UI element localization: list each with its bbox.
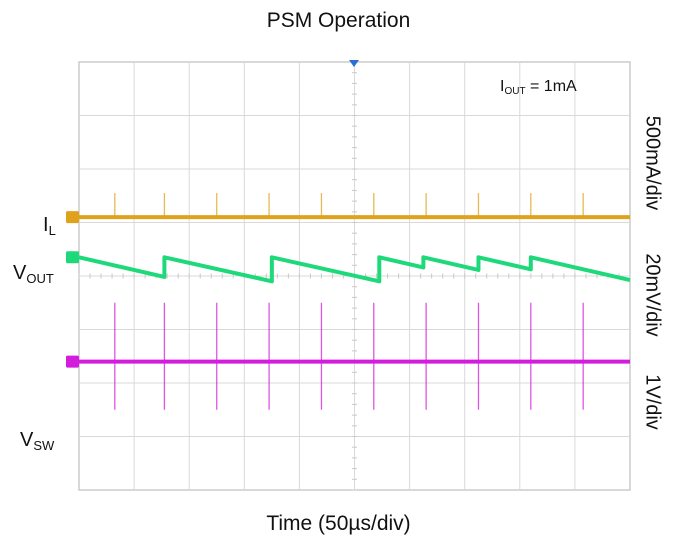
il-sub: L xyxy=(48,223,56,238)
channel-label-il: IL xyxy=(43,214,56,238)
scale-label-il: 500mA/div xyxy=(641,115,664,211)
vsw-channel-marker xyxy=(66,355,79,368)
iout-annotation: IOUT = 1mA xyxy=(500,78,577,97)
x-axis-label: Time (50µs/div) xyxy=(266,512,411,535)
vout-channel-marker xyxy=(66,251,79,264)
vout-label: V xyxy=(13,262,27,284)
grid xyxy=(78,61,631,491)
vsw-label: V xyxy=(20,429,34,451)
channel-label-vsw: VSW xyxy=(20,429,54,453)
channel-label-vout: VOUT xyxy=(13,262,54,286)
il-label: I xyxy=(43,214,49,236)
trigger-marker xyxy=(349,60,359,67)
vout-sub: OUT xyxy=(26,271,54,286)
scale-label-vsw: 1V/div xyxy=(641,374,664,430)
vsw-sub: SW xyxy=(33,438,55,453)
scale-label-vout: 20mV/div xyxy=(641,253,664,337)
annotation-label: I xyxy=(500,78,505,95)
annotation-value: = 1mA xyxy=(530,78,577,95)
annotation-sub: OUT xyxy=(504,86,526,97)
channel-markers xyxy=(66,211,79,368)
il-channel-marker xyxy=(66,211,79,224)
vout-trace xyxy=(78,255,631,284)
chart-title: PSM Operation xyxy=(266,9,411,32)
traces xyxy=(78,193,631,410)
